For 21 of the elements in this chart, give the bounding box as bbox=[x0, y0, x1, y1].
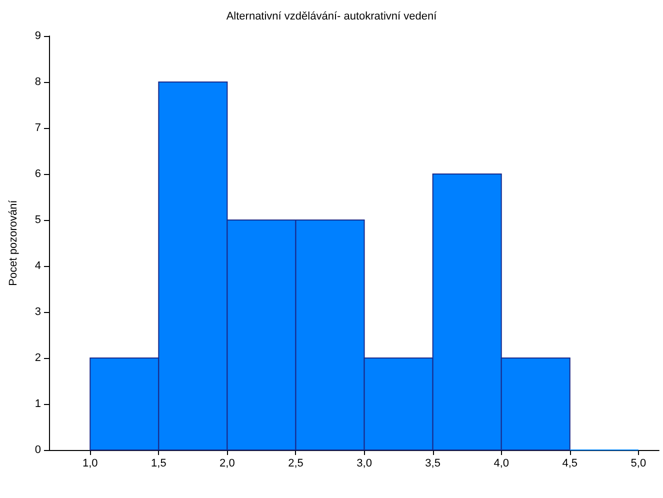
y-tick-label: 5 bbox=[34, 214, 41, 226]
y-tick-label: 9 bbox=[34, 30, 41, 42]
y-tick-label: 8 bbox=[34, 76, 41, 88]
x-tick-label: 4,0 bbox=[494, 458, 510, 470]
x-tick-label: 3,5 bbox=[425, 458, 440, 470]
x-tick-label: 2,0 bbox=[220, 458, 235, 470]
chart-title: Alternativní vzdělávání- autokrativní vedení bbox=[226, 10, 438, 22]
y-tick-label: 0 bbox=[34, 444, 41, 456]
x-tick-label: 1,5 bbox=[151, 458, 166, 470]
x-tick-label: 5,0 bbox=[630, 458, 646, 470]
y-tick-label: 4 bbox=[34, 260, 41, 272]
x-tick-label: 2,5 bbox=[288, 458, 304, 470]
y-tick-label: 3 bbox=[34, 306, 41, 318]
y-tick-label: 1 bbox=[34, 398, 41, 410]
x-tick-label: 3,0 bbox=[356, 458, 372, 470]
x-tick-label: 4,5 bbox=[562, 458, 578, 470]
y-tick-label: 6 bbox=[34, 168, 41, 180]
y-tick-label: 7 bbox=[34, 122, 41, 134]
x-tick-label: 1,0 bbox=[82, 458, 98, 470]
y-axis-title: Pocet pozorování bbox=[8, 199, 20, 286]
y-tick-label: 2 bbox=[34, 352, 41, 364]
